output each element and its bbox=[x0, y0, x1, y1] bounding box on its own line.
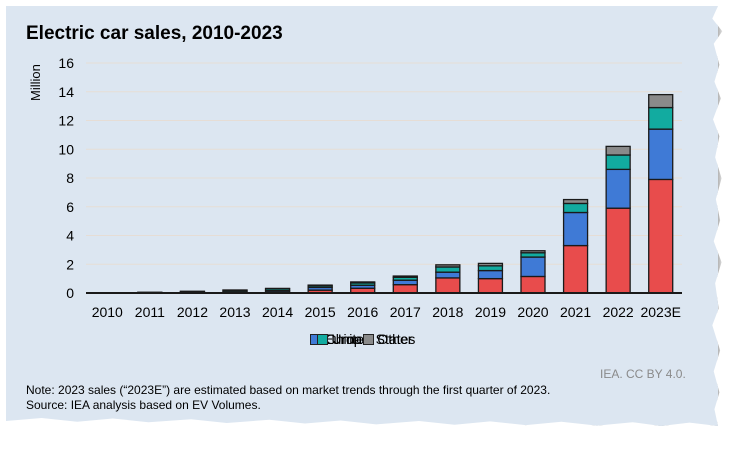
bar-europe bbox=[562, 211, 589, 247]
y-tick-label: 16 bbox=[58, 55, 74, 71]
bar-united-states bbox=[648, 106, 674, 130]
y-tick-label: 4 bbox=[66, 228, 74, 244]
bar-other bbox=[350, 281, 376, 284]
x-tick-label: 2013 bbox=[219, 304, 250, 320]
bar-united-states bbox=[435, 266, 461, 273]
x-tick-label: 2016 bbox=[347, 304, 378, 320]
bar-other bbox=[307, 284, 333, 287]
chart-plot: 0 2 4 6 8 10 12 14 16 2010 2011 2012 2013 2014 2015 201… bbox=[58, 55, 682, 320]
legend-swatch-other bbox=[363, 333, 375, 345]
x-tick-label: 2019 bbox=[475, 304, 506, 320]
y-tick-label: 6 bbox=[66, 199, 74, 215]
legend-label: Europe bbox=[324, 331, 370, 347]
bar-united-states bbox=[605, 154, 631, 171]
bar-china bbox=[605, 207, 631, 294]
credit-text: IEA. CC BY 4.0. bbox=[600, 367, 686, 381]
legend-item-other: Other bbox=[363, 331, 412, 347]
x-tick-label: 2011 bbox=[135, 304, 165, 320]
legend-label: Other bbox=[377, 331, 413, 347]
y-tick-label: 12 bbox=[58, 113, 74, 129]
bar-china bbox=[477, 277, 504, 294]
bar-other bbox=[435, 264, 461, 268]
bar-china bbox=[435, 277, 461, 294]
bar-other bbox=[392, 275, 418, 278]
bar-united-states bbox=[562, 202, 589, 214]
x-tick-label: 2017 bbox=[390, 304, 421, 320]
x-tick-label: 2022 bbox=[603, 304, 634, 320]
y-tick-label: 8 bbox=[66, 170, 74, 186]
x-tick-label: 2020 bbox=[517, 304, 548, 320]
bar-other bbox=[477, 262, 504, 267]
bar-europe bbox=[435, 271, 461, 279]
bar-other bbox=[648, 93, 674, 109]
y-tick-label: 2 bbox=[66, 256, 74, 272]
source-text: Source: IEA analysis based on EV Volumes… bbox=[26, 398, 261, 412]
bar-other bbox=[605, 145, 631, 156]
footnote: Note: 2023 sales (“2023E”) are estimated… bbox=[26, 383, 550, 413]
x-tick-label: 2014 bbox=[262, 304, 293, 320]
legend-label: China bbox=[325, 331, 363, 347]
x-tick-label: 2023E bbox=[640, 304, 680, 320]
y-tick-label: 14 bbox=[58, 84, 74, 100]
legend: China Europe United States Other bbox=[6, 331, 718, 347]
y-tick-label: 10 bbox=[58, 141, 74, 157]
y-tick-label: 0 bbox=[66, 285, 74, 301]
chart-title: Electric car sales, 2010-2023 bbox=[26, 23, 283, 44]
bar-china bbox=[562, 244, 589, 294]
x-tick-label: 2012 bbox=[177, 304, 208, 320]
x-tick-label: 2010 bbox=[92, 304, 123, 320]
x-tick-label: 2021 bbox=[560, 304, 591, 320]
bar-europe bbox=[477, 269, 504, 280]
bar-united-states bbox=[477, 265, 504, 272]
legend-swatch-united-states bbox=[317, 333, 329, 345]
bar-china bbox=[648, 178, 674, 294]
bar-china bbox=[520, 275, 546, 294]
note-text: Note: 2023 sales (“2023E”) are estimated… bbox=[26, 383, 551, 397]
bar-europe bbox=[605, 168, 631, 209]
x-tick-label: 2015 bbox=[305, 304, 336, 320]
bar-europe bbox=[392, 279, 418, 286]
bar-europe bbox=[520, 256, 546, 278]
bar-china bbox=[392, 284, 418, 294]
bar-other bbox=[520, 250, 546, 254]
x-tick-label: 2018 bbox=[432, 304, 463, 320]
bar-europe bbox=[648, 128, 674, 181]
bar-other bbox=[562, 198, 589, 205]
